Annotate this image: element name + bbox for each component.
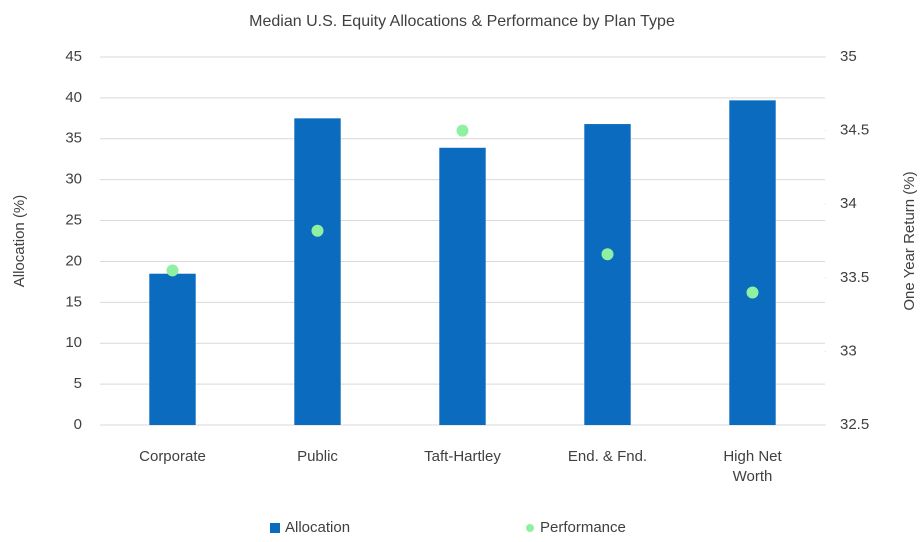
- point: [166, 264, 179, 277]
- x-tick-label: Public: [297, 448, 338, 465]
- bar: [729, 100, 776, 425]
- y-tick-label: 20: [65, 252, 82, 269]
- point: [746, 286, 759, 299]
- point: [311, 224, 324, 237]
- y-tick-label: 10: [65, 334, 82, 351]
- x-tick-label: High Net Worth: [723, 448, 782, 485]
- y-tick-label: 15: [65, 293, 82, 310]
- y-tick-label: 5: [74, 375, 82, 392]
- y-tick-label: 45: [65, 48, 82, 65]
- y-tick-label: 25: [65, 212, 82, 229]
- y-tick-label: 30: [65, 171, 82, 188]
- legend-label: Performance: [540, 519, 626, 536]
- y2-tick-label: 34: [840, 195, 857, 212]
- bar: [584, 124, 631, 426]
- y2-axis-label: One Year Return (%): [901, 171, 918, 310]
- bar: [149, 273, 196, 425]
- y2-tick-label: 32.5: [840, 416, 869, 433]
- y2-tick-label: 35: [840, 48, 857, 65]
- x-tick-label: End. & Fnd.: [567, 448, 648, 465]
- x-tick-label: Corporate: [139, 448, 206, 465]
- y-axis-label: Allocation (%): [11, 195, 28, 288]
- bar: [439, 147, 486, 426]
- x-tick-label: Taft-Hartley: [424, 448, 501, 465]
- y2-tick-label: 33: [840, 342, 857, 359]
- chart-title: Median U.S. Equity Allocations & Perform…: [249, 13, 675, 30]
- y2-tick-label: 33.5: [840, 269, 869, 286]
- y-tick-label: 0: [74, 416, 82, 433]
- y-tick-label: 40: [65, 89, 82, 106]
- y2-tick-label: 34.5: [840, 122, 869, 139]
- legend-label: Allocation: [285, 519, 350, 536]
- legend-swatch: [270, 523, 280, 533]
- bar: [294, 118, 341, 425]
- legend-swatch: [526, 524, 534, 532]
- y-tick-label: 35: [65, 130, 82, 147]
- point: [601, 248, 614, 261]
- point: [456, 124, 469, 137]
